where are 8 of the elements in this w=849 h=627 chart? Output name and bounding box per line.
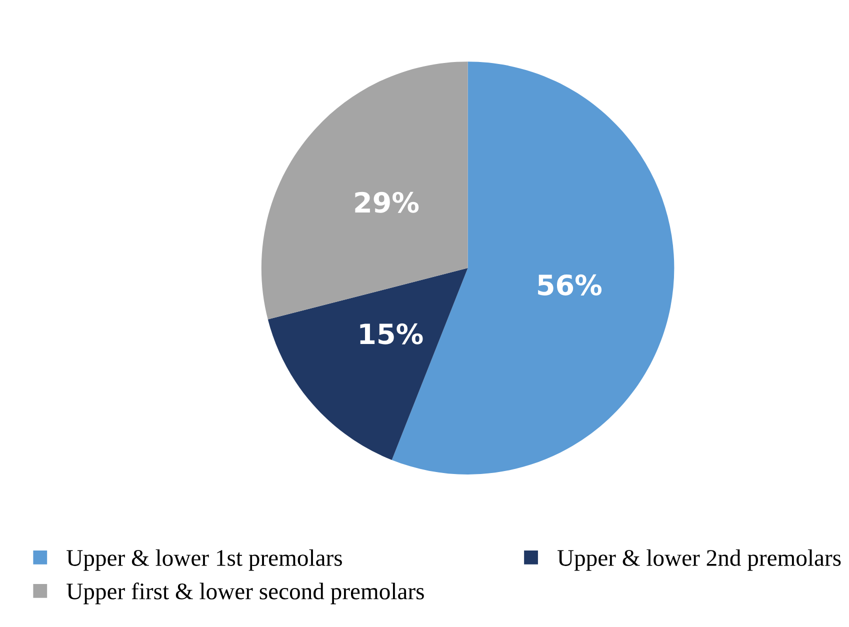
data-label: 29% <box>355 192 419 213</box>
data-label: 56% <box>538 274 602 296</box>
legend-label: Upper first & lower second premolars <box>66 582 424 604</box>
pie-slice <box>268 268 468 460</box>
legend-label: Upper & lower 1st premolars <box>66 549 342 571</box>
pie-slice <box>261 62 468 320</box>
legend-label: Upper & lower 2nd premolars <box>557 549 841 571</box>
data-label: 15% <box>360 323 423 344</box>
